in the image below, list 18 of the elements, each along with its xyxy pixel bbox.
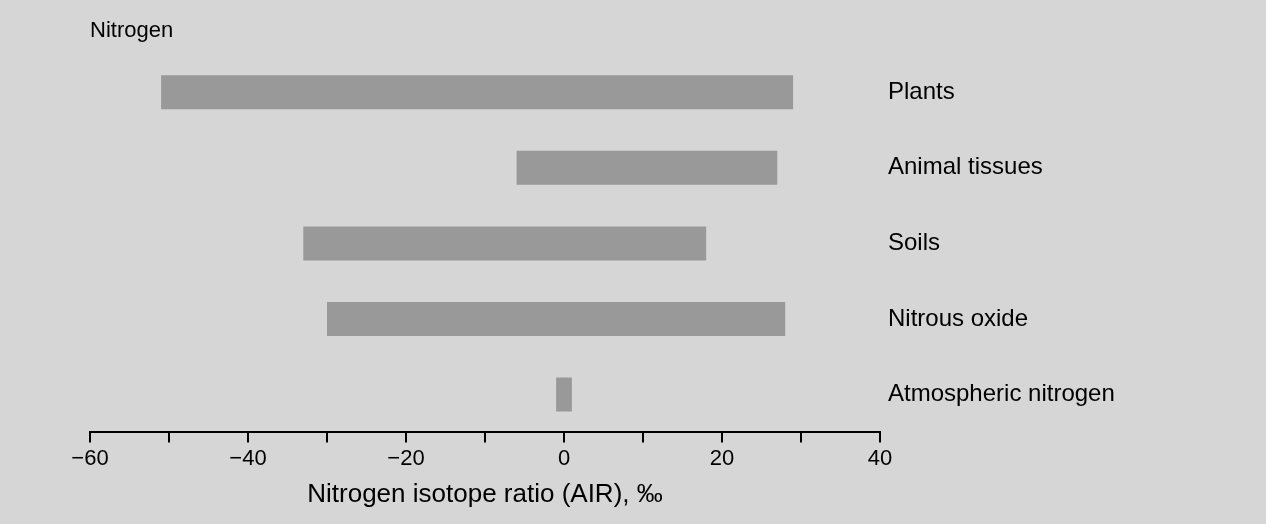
bar <box>303 226 707 261</box>
bar <box>327 301 786 337</box>
bar <box>556 377 572 412</box>
y-tick-label: Soils <box>888 228 941 256</box>
y-tick-label: Nitrous oxide <box>888 303 1029 331</box>
bar <box>161 75 794 110</box>
y-tick-label: Atmospheric nitrogen <box>888 379 1115 407</box>
x-axis-title: Nitrogen isotope ratio (AIR), ‰ <box>307 477 663 508</box>
x-tick-label: −60 <box>71 444 109 470</box>
x-tick-label: −40 <box>229 444 267 470</box>
x-tick-label: 0 <box>557 444 571 470</box>
bar <box>516 150 778 185</box>
y-tick-label: Plants <box>888 76 955 104</box>
chart-title: Nitrogen <box>90 17 174 43</box>
x-tick-label: 20 <box>709 444 735 470</box>
x-tick-label: 40 <box>867 444 893 470</box>
x-tick-label: −20 <box>387 444 425 470</box>
y-tick-label: Animal tissues <box>888 152 1043 180</box>
